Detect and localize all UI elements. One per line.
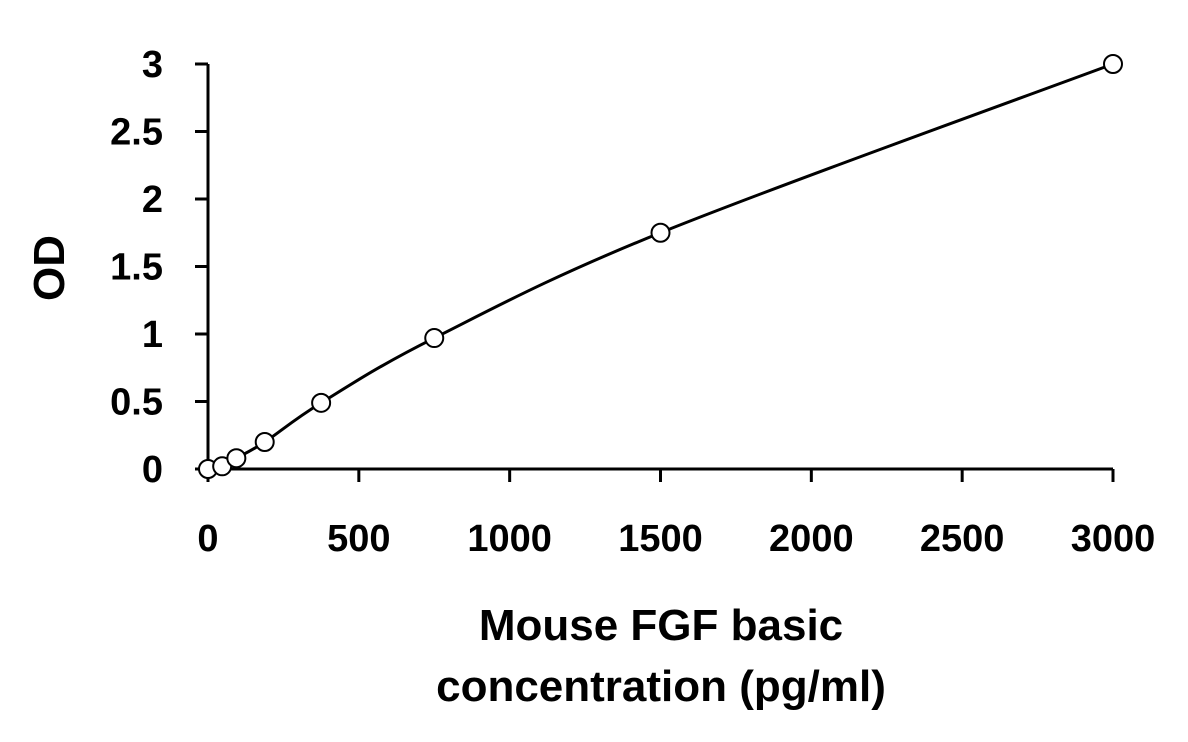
y-tick-label: 2.5 (110, 112, 163, 154)
data-point (424, 328, 445, 349)
y-tick-label: 1.5 (110, 247, 163, 289)
data-point (311, 392, 332, 413)
data-point (226, 448, 247, 469)
x-tick-label: 500 (327, 518, 390, 560)
data-points (198, 54, 1123, 479)
y-tick-label: 2 (142, 179, 163, 221)
x-axis-title-line-2: concentration (pg/ml) (436, 662, 886, 711)
x-tick-label: 3000 (1071, 518, 1156, 560)
x-tick-label: 1000 (467, 518, 552, 560)
y-tick-label: 1 (142, 314, 163, 356)
y-tick-label: 0.5 (110, 382, 163, 424)
y-tick-label: 0 (142, 449, 163, 491)
fit-curve (207, 62, 1114, 471)
x-axis-title-line-1: Mouse FGF basic (479, 601, 843, 650)
y-axis-title: OD (25, 235, 74, 301)
x-tick-label: 2500 (920, 518, 1005, 560)
x-tick-label: 1500 (618, 518, 703, 560)
y-axis: 0 0.5 1 1.5 2 2.5 3 (110, 44, 210, 491)
x-tick-label: 0 (197, 518, 218, 560)
data-point (254, 432, 275, 452)
data-point (1103, 54, 1123, 74)
data-point (650, 222, 671, 243)
y-tick-label: 3 (142, 44, 163, 86)
x-tick-label: 2000 (769, 518, 854, 560)
x-axis: 0 500 1000 1500 2000 2500 3000 (197, 467, 1156, 560)
